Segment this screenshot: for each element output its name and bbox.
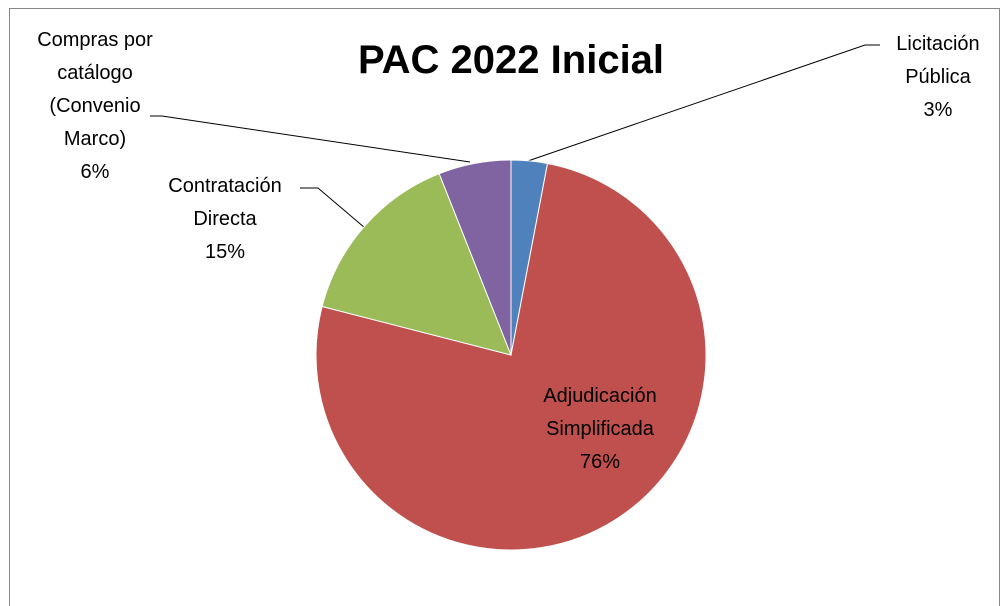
slice-label: Compras por catálogo (Convenio Marco) 6% bbox=[20, 24, 170, 189]
slice-name: Licitación Pública bbox=[896, 33, 980, 88]
slice-label: Adjudicación Simplificada 76% bbox=[515, 380, 685, 479]
leader-line bbox=[524, 44, 880, 163]
slice-value: 3% bbox=[923, 99, 953, 121]
chart-title: PAC 2022 Inicial bbox=[357, 38, 665, 82]
pie-slice bbox=[315, 162, 707, 551]
leader-line bbox=[150, 115, 471, 163]
slice-label: Licitación Pública 3% bbox=[883, 28, 993, 127]
slice-value: 6% bbox=[80, 161, 110, 183]
slice-label: Contratación Directa 15% bbox=[155, 170, 295, 269]
slice-value: 15% bbox=[204, 241, 246, 263]
pie-slice bbox=[438, 159, 512, 356]
slice-name: Compras por catálogo (Convenio Marco) bbox=[37, 29, 153, 150]
slice-value: 76% bbox=[579, 451, 621, 473]
slice-name: Adjudicación Simplificada bbox=[543, 385, 657, 440]
slice-name: Contratación Directa bbox=[168, 175, 282, 230]
leader-line bbox=[300, 187, 366, 229]
pie-slice bbox=[321, 173, 512, 356]
